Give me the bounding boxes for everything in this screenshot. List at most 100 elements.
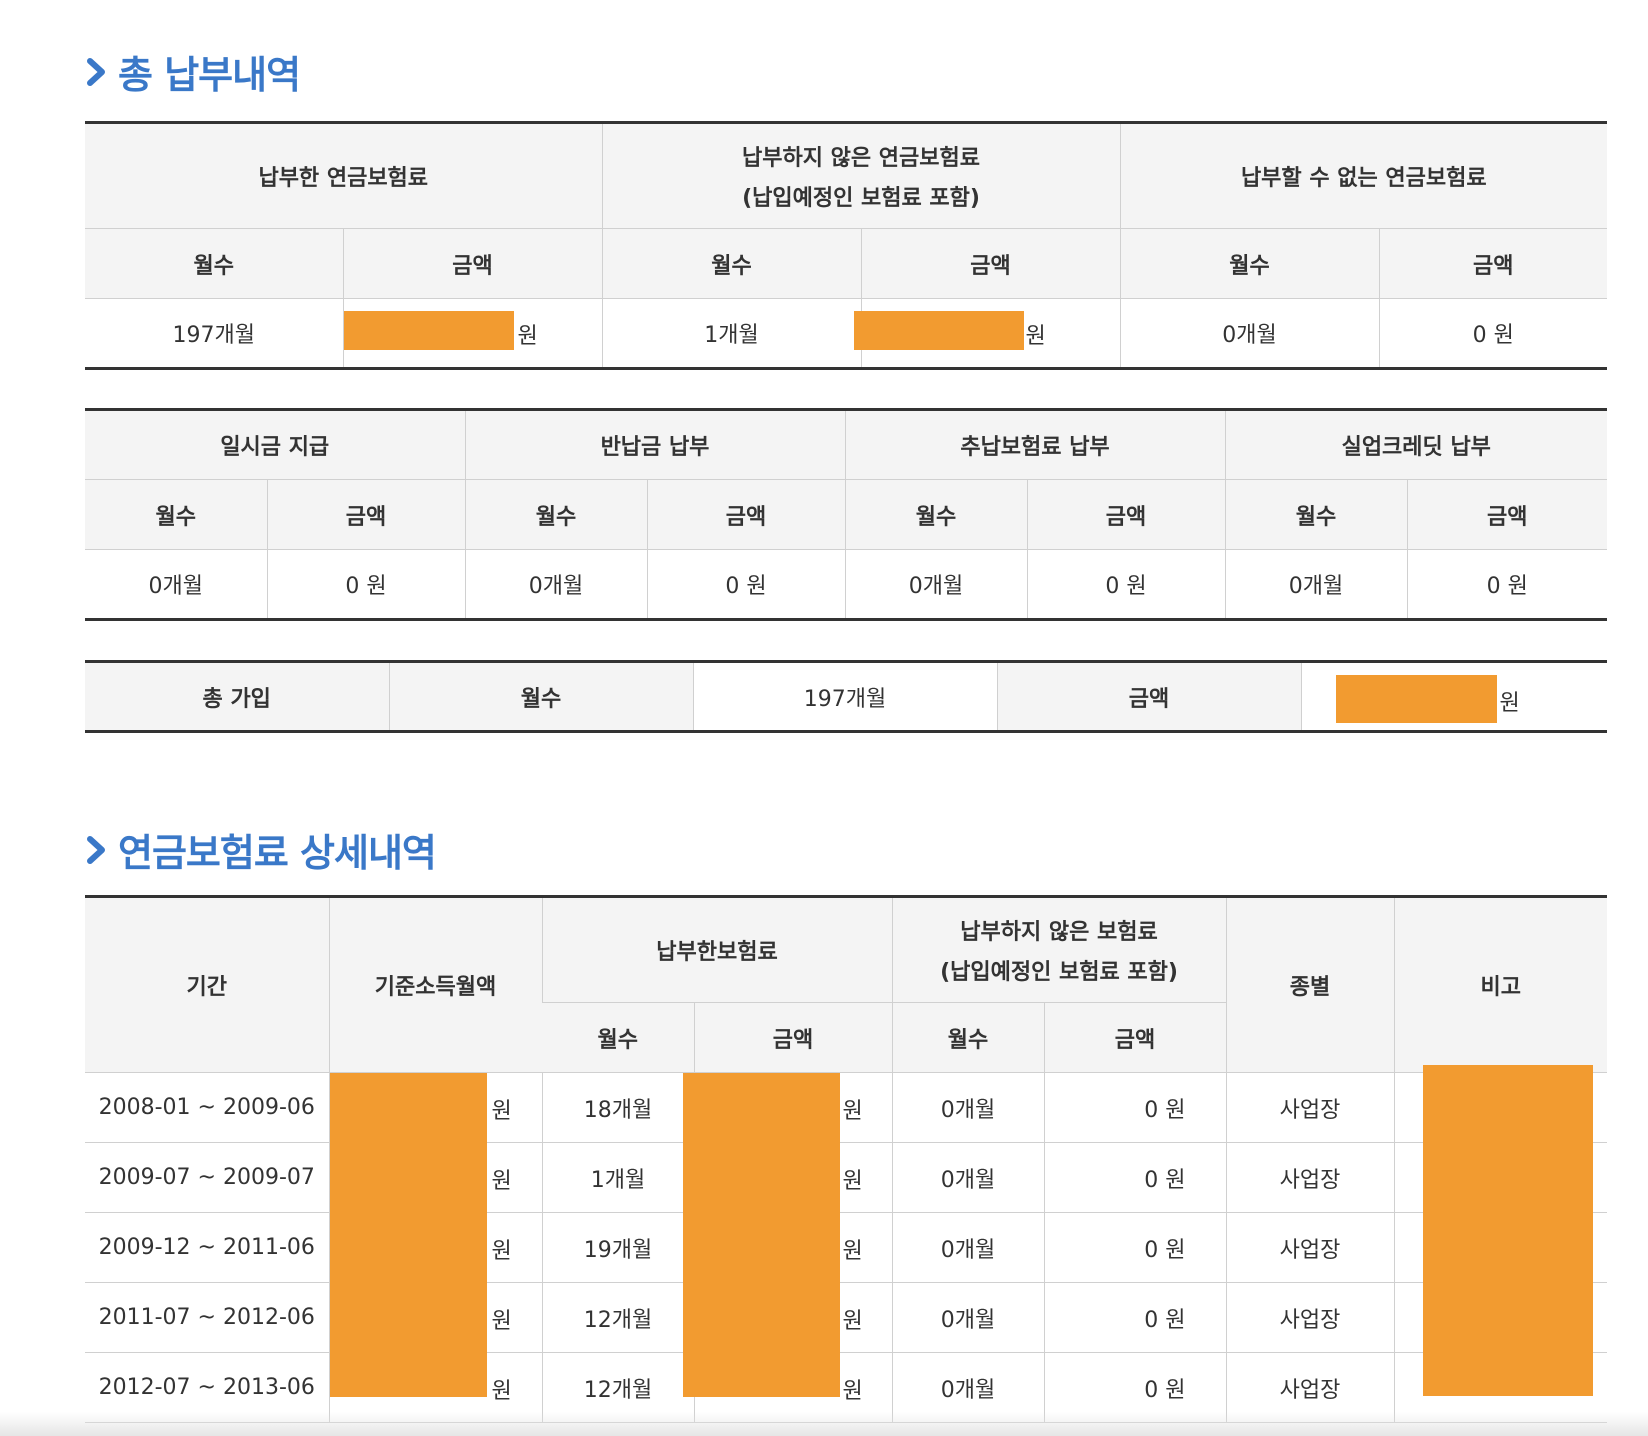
detail-table: 기간 기준소득월액 납부한보험료 납부하지 않은 보험료 (납입예정인 보험료 … xyxy=(85,895,1608,1423)
won-unit: 원 xyxy=(491,1099,512,1124)
paid-months-value: 197개월 xyxy=(85,298,343,369)
header-unpaid-line1: 납부하지 않은 연금보험료 xyxy=(742,146,980,171)
paid-months-value: 19개월 xyxy=(541,1212,694,1283)
header-months: 월수 xyxy=(844,479,1027,550)
bottom-fade xyxy=(0,1412,1648,1436)
lump-sum-amount: 0 원 xyxy=(266,549,465,620)
won-unit: 원 xyxy=(842,1379,863,1404)
won-unit: 원 xyxy=(1499,691,1520,716)
paid-months-value: 1개월 xyxy=(541,1142,694,1213)
header-lump-sum: 일시금 지급 xyxy=(85,409,465,480)
note-cell xyxy=(1393,1065,1608,1396)
additional-payment-months: 0개월 xyxy=(844,549,1027,620)
header-unemployment-credit: 실업크레딧 납부 xyxy=(1224,409,1607,480)
header-paid-premium: 납부한보험료 xyxy=(541,896,893,1003)
header-type: 종별 xyxy=(1225,896,1395,1073)
table-row: 2011-07 ~ 2012-06 원 12개월 원 0개월 0 원 사업장 xyxy=(85,1282,1608,1353)
return-payment-months: 0개월 xyxy=(464,549,647,620)
additional-payment-amount: 0 원 xyxy=(1026,549,1225,620)
table-row: 2009-12 ~ 2011-06 원 19개월 원 0개월 0 원 사업장 xyxy=(85,1212,1608,1283)
table-row: 2009-07 ~ 2009-07 원 1개월 원 0개월 0 원 사업장 xyxy=(85,1142,1608,1213)
header-amount: 금액 xyxy=(646,479,845,550)
header-unpaid-line1: 납부하지 않은 보험료 xyxy=(960,920,1158,945)
header-amount: 금액 xyxy=(693,1002,893,1073)
unpaid-amount-value: 0 원 xyxy=(1043,1352,1227,1423)
type-value: 사업장 xyxy=(1225,1142,1395,1213)
header-amount: 금액 xyxy=(342,228,602,299)
unpaid-amount-value: 0 원 xyxy=(1043,1072,1227,1143)
won-unit: 원 xyxy=(842,1099,863,1124)
unemployment-credit-amount: 0 원 xyxy=(1406,549,1607,620)
header-unpaid-line2: (납입예정인 보험료 포함) xyxy=(940,960,1178,985)
header-return-payment: 반납금 납부 xyxy=(464,409,845,480)
header-amount: 금액 xyxy=(1026,479,1225,550)
header-amount: 금액 xyxy=(1043,1002,1227,1073)
header-period: 기간 xyxy=(85,896,329,1073)
type-value: 사업장 xyxy=(1225,1282,1395,1353)
section-title-text: 총 납부내역 xyxy=(118,53,301,97)
section-title-text: 연금보험료 상세내역 xyxy=(118,831,437,875)
paid-amount-cell: 원 xyxy=(342,298,602,369)
header-cannot-pay-premium: 납부할 수 없는 연금보험료 xyxy=(1119,122,1607,229)
header-amount: 금액 xyxy=(1406,479,1607,550)
lump-sum-months: 0개월 xyxy=(85,549,267,620)
special-payments-table: 일시금 지급 반납금 납부 추납보험료 납부 실업크레딧 납부 월수 금액 월수… xyxy=(85,408,1607,621)
type-value: 사업장 xyxy=(1225,1352,1395,1423)
total-join-label: 총 가입 xyxy=(85,661,389,732)
total-join-months-value: 197개월 xyxy=(692,661,997,732)
header-months: 월수 xyxy=(464,479,647,550)
header-note: 비고 xyxy=(1393,896,1608,1073)
unpaid-months-value: 0개월 xyxy=(891,1072,1045,1143)
unpaid-months-value: 0개월 xyxy=(891,1212,1045,1283)
section-title-detail: 연금보험료 상세내역 xyxy=(84,822,437,877)
type-value: 사업장 xyxy=(1225,1072,1395,1143)
return-payment-amount: 0 원 xyxy=(646,549,845,620)
won-unit: 원 xyxy=(842,1169,863,1194)
period-value: 2012-07 ~ 2013-06 xyxy=(85,1352,329,1423)
period-value: 2008-01 ~ 2009-06 xyxy=(85,1072,329,1143)
cannot-months-value: 0개월 xyxy=(1119,298,1379,369)
unpaid-months-value: 1개월 xyxy=(601,298,861,369)
won-unit: 원 xyxy=(491,1379,512,1404)
header-months: 월수 xyxy=(1119,228,1379,299)
paid-amount-cell: 원 xyxy=(682,1072,893,1397)
period-value: 2009-07 ~ 2009-07 xyxy=(85,1142,329,1213)
paid-months-value: 12개월 xyxy=(541,1352,694,1423)
redaction-block xyxy=(329,1073,487,1397)
total-join-table: 총 가입 월수 197개월 금액 원 xyxy=(85,660,1607,733)
summary-table: 납부한 연금보험료 납부하지 않은 연금보험료 (납입예정인 보험료 포함) 납… xyxy=(85,121,1607,370)
header-unpaid-premium: 납부하지 않은 연금보험료 (납입예정인 보험료 포함) xyxy=(601,122,1120,229)
header-months: 월수 xyxy=(1224,479,1407,550)
won-unit: 원 xyxy=(491,1169,512,1194)
redaction-block xyxy=(1335,675,1497,723)
base-income-cell: 원 xyxy=(328,1072,542,1397)
unpaid-amount-value: 0 원 xyxy=(1043,1282,1227,1353)
won-unit: 원 xyxy=(842,1239,863,1264)
redaction-block xyxy=(853,311,1024,350)
won-unit: 원 xyxy=(491,1239,512,1264)
header-paid-premium: 납부한 연금보험료 xyxy=(85,122,602,229)
paid-months-value: 12개월 xyxy=(541,1282,694,1353)
header-unpaid-line2: (납입예정인 보험료 포함) xyxy=(742,186,980,211)
header-amount: 금액 xyxy=(266,479,465,550)
header-months: 월수 xyxy=(542,1002,694,1073)
unpaid-months-value: 0개월 xyxy=(891,1282,1045,1353)
unpaid-amount-value: 0 원 xyxy=(1043,1212,1227,1283)
won-unit: 원 xyxy=(1025,324,1046,349)
cannot-amount-value: 0 원 xyxy=(1378,298,1607,369)
header-additional-payment: 추납보험료 납부 xyxy=(844,409,1225,480)
header-months: 월수 xyxy=(85,228,343,299)
chevron-right-icon xyxy=(84,833,114,867)
period-value: 2011-07 ~ 2012-06 xyxy=(85,1282,329,1353)
redaction-block xyxy=(682,1073,840,1397)
header-amount: 금액 xyxy=(1378,228,1607,299)
paid-months-value: 18개월 xyxy=(541,1072,694,1143)
header-amount: 금액 xyxy=(860,228,1120,299)
unpaid-amount-cell: 원 xyxy=(853,298,1120,369)
header-months: 월수 xyxy=(85,479,267,550)
type-value: 사업장 xyxy=(1225,1212,1395,1283)
won-unit: 원 xyxy=(842,1309,863,1334)
unpaid-amount-value: 0 원 xyxy=(1043,1142,1227,1213)
won-unit: 원 xyxy=(491,1309,512,1334)
won-unit: 원 xyxy=(517,324,538,349)
